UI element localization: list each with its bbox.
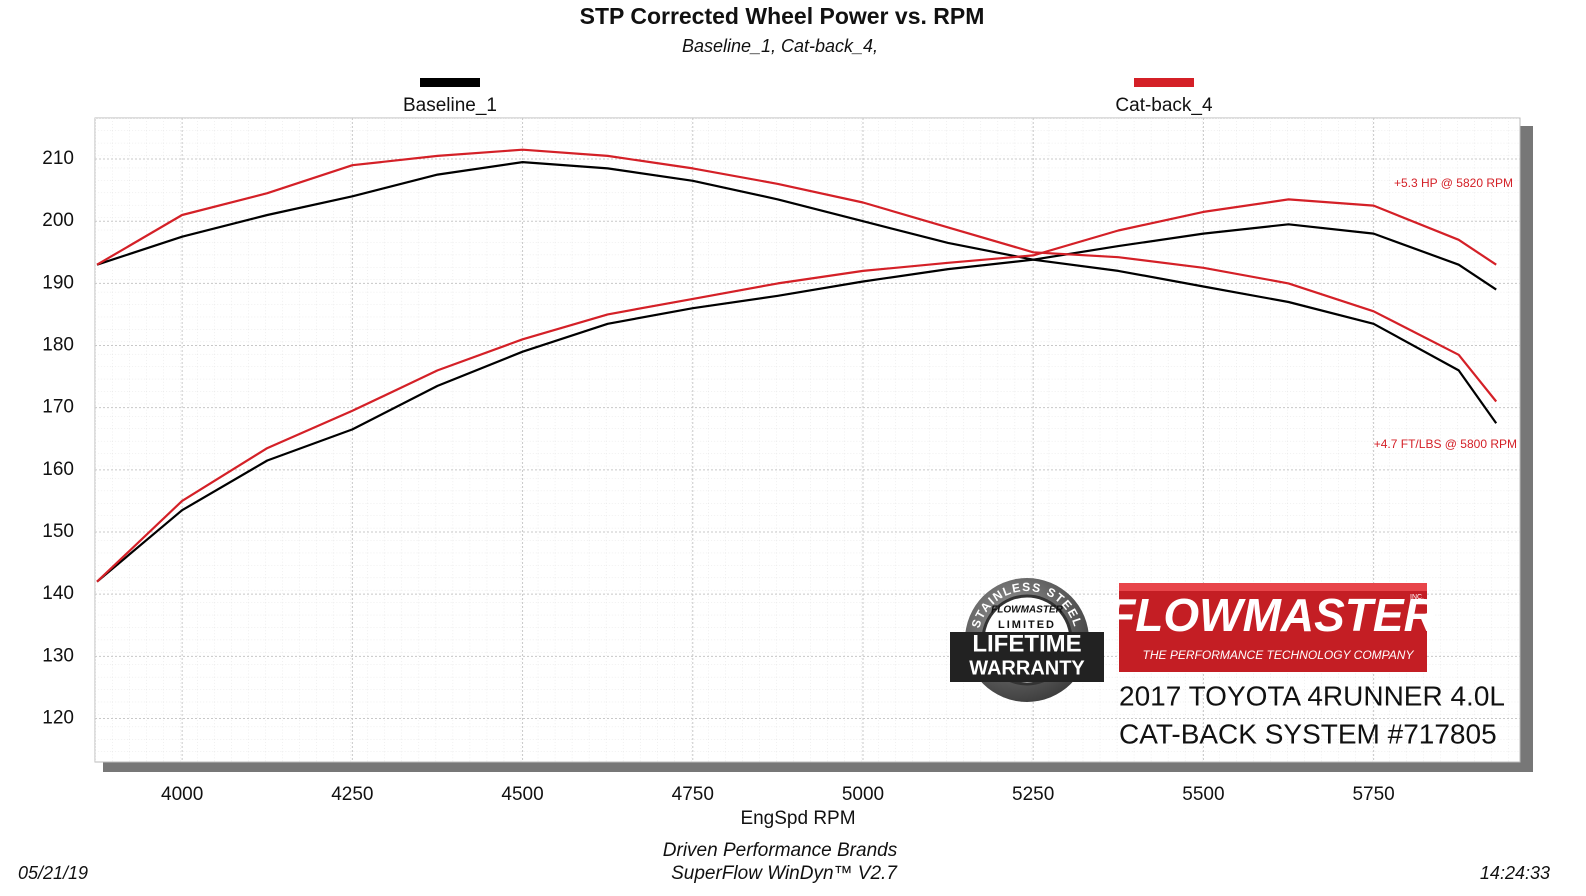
x-tick-label: 5000 xyxy=(842,784,884,805)
x-tick-label: 4750 xyxy=(672,784,714,805)
chart-title: STP Corrected Wheel Power vs. RPM xyxy=(580,3,985,29)
x-tick-label: 5500 xyxy=(1182,784,1224,805)
y-tick-label: 120 xyxy=(42,708,74,729)
brand-logo: FLOWMASTER INC. THE PERFORMANCE TECHNOLO… xyxy=(1107,583,1437,672)
y-tick-label: 200 xyxy=(42,210,74,231)
warranty-badge: STAINLESS STEEL FLOWMASTER LIMITED LIFET… xyxy=(950,578,1104,702)
x-tick-label: 4500 xyxy=(501,784,543,805)
y-tick-label: 210 xyxy=(42,148,74,169)
logo-brand: FLOWMASTER xyxy=(1107,589,1437,641)
x-tick-label: 5750 xyxy=(1352,784,1394,805)
chart-subtitle: Baseline_1, Cat-back_4, xyxy=(682,36,878,56)
y-tick-label: 130 xyxy=(42,645,74,666)
torque-line xyxy=(96,161,1498,424)
power-line xyxy=(96,223,1497,583)
logo-stripe xyxy=(1119,583,1427,591)
torque-line xyxy=(96,148,1498,403)
annotation: +4.7 FT/LBS @ 5800 RPM xyxy=(1374,437,1517,451)
x-tick-label: 4000 xyxy=(161,784,203,805)
badge-warranty: WARRANTY xyxy=(969,657,1085,679)
annotation: +5.3 HP @ 5820 RPM xyxy=(1394,176,1513,190)
x-tick-label: 5250 xyxy=(1012,784,1054,805)
y-tick-label: 170 xyxy=(42,397,74,418)
y-tick-label: 160 xyxy=(42,459,74,480)
logo-tagline: THE PERFORMANCE TECHNOLOGY COMPANY xyxy=(1143,648,1415,662)
badge-limited: LIMITED xyxy=(998,619,1056,631)
power-line xyxy=(96,198,1497,583)
badge-brand: FLOWMASTER xyxy=(991,605,1063,616)
legend-label: Baseline_1 xyxy=(403,95,497,116)
y-tick-label: 190 xyxy=(42,272,74,293)
x-axis-label: EngSpd RPM xyxy=(740,808,855,829)
logo-inc: INC. xyxy=(1410,594,1424,601)
vehicle-line: CAT-BACK SYSTEM #717805 xyxy=(1119,718,1497,749)
badge-lifetime: LIFETIME xyxy=(972,630,1081,657)
legend-label: Cat-back_4 xyxy=(1115,95,1213,116)
legend-swatch xyxy=(420,78,480,87)
y-tick-label: 180 xyxy=(42,335,74,356)
y-tick-label: 150 xyxy=(42,521,74,542)
x-tick-label: 4250 xyxy=(331,784,373,805)
legend-swatch xyxy=(1134,78,1194,87)
footer-time: 14:24:33 xyxy=(1480,863,1550,883)
logo-box xyxy=(1119,583,1427,672)
grid xyxy=(95,118,1520,762)
footer-company: Driven Performance Brands xyxy=(663,840,898,861)
footer-date: 05/21/19 xyxy=(18,863,88,883)
vehicle-line: 2017 TOYOTA 4RUNNER 4.0L xyxy=(1119,680,1505,711)
footer-software: SuperFlow WinDyn™ V2.7 xyxy=(671,863,898,884)
badge-band xyxy=(950,632,1104,682)
y-tick-label: 140 xyxy=(42,583,74,604)
